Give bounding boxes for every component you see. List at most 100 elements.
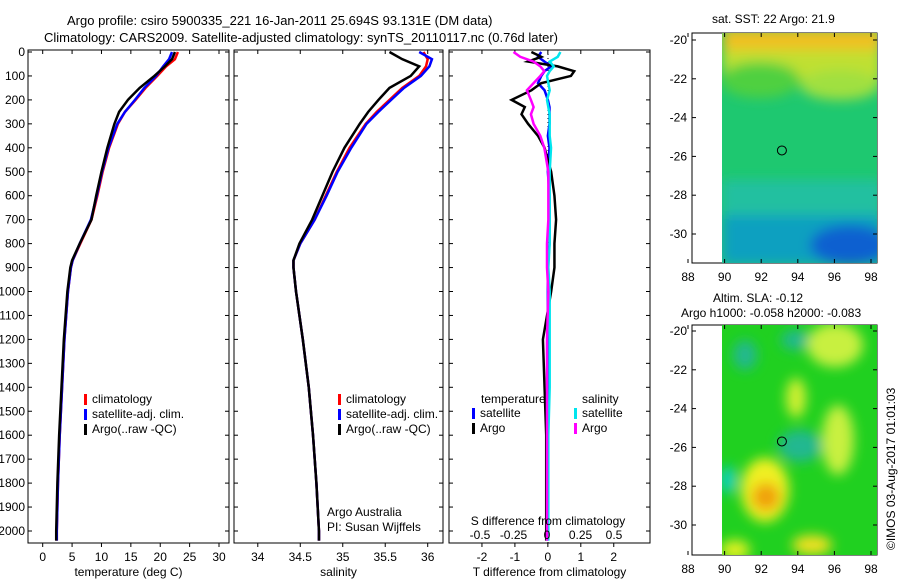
legend-title: temperature: [481, 392, 546, 406]
legend-label: Argo: [582, 421, 608, 435]
y-tick-label: 1400: [0, 380, 25, 394]
x2-tick-label: 0: [544, 528, 551, 542]
legend-swatch: [84, 424, 87, 435]
lat-tick-label: -26: [670, 149, 688, 163]
y-tick-label: 300: [5, 117, 25, 131]
x-tick-label: 0: [39, 550, 46, 564]
argo-location-marker: [776, 436, 787, 447]
lat-tick-label: -30: [670, 518, 688, 532]
y-tick-label: 1200: [0, 332, 25, 346]
x-tick-label: 0: [545, 550, 552, 564]
temperature-line-2: [54, 51, 177, 541]
lon-tick-label: 90: [718, 562, 732, 576]
legend-swatch: [472, 423, 475, 434]
y-tick-label: 200: [5, 93, 25, 107]
legend-swatch: [338, 424, 341, 435]
plot-frame: [233, 49, 444, 544]
title-line-1: Argo profile: csiro 5900335_221 16-Jan-2…: [67, 13, 493, 28]
legend-swatch: [84, 409, 87, 420]
y-tick-label: 500: [5, 165, 25, 179]
lat-tick-label: -22: [670, 363, 688, 377]
legend-label: satellite: [480, 406, 521, 420]
legend-label: climatology: [346, 392, 406, 406]
lon-tick-label: 92: [755, 270, 769, 284]
argo-location-marker: [776, 145, 787, 156]
legend-label: satellite: [582, 406, 623, 420]
sla-map-title-2: Argo h1000: -0.058 h2000: -0.083: [681, 306, 862, 320]
legend-title: salinity: [582, 392, 619, 406]
lon-tick-label: 88: [681, 562, 695, 576]
legend-label: Argo: [480, 421, 506, 435]
x2-axis-label: S difference from climatology: [471, 514, 626, 528]
lon-tick-label: 92: [755, 562, 769, 576]
x-axis-label: temperature (deg C): [74, 565, 182, 579]
x-tick-label: 15: [124, 550, 138, 564]
legend-swatch: [574, 423, 577, 434]
title-line-2: Climatology: CARS2009. Satellite-adjuste…: [44, 30, 559, 45]
y-tick-label: 1600: [0, 428, 25, 442]
legend-swatch: [338, 409, 341, 420]
x2-tick-label: 0.25: [569, 528, 593, 542]
legend-swatch: [338, 394, 341, 405]
x-tick-label: 36: [421, 550, 435, 564]
legend-label: satellite-adj. clim.: [92, 407, 184, 421]
legend-swatch: [472, 408, 475, 419]
plot-frame: [27, 49, 230, 544]
x-tick-label: 35.5: [374, 550, 398, 564]
lon-tick-label: 88: [681, 270, 695, 284]
lon-tick-label: 96: [828, 562, 842, 576]
y-tick-label: 900: [5, 261, 25, 275]
annotation-line: Argo Australia: [327, 505, 402, 519]
x-tick-label: 2: [610, 550, 617, 564]
legend-label: climatology: [92, 392, 152, 406]
x-axis-label: T difference from climatology: [473, 565, 627, 579]
x-tick-label: -2: [477, 550, 488, 564]
y-tick-label: 100: [5, 69, 25, 83]
lat-tick-label: -22: [670, 72, 688, 86]
sst-map: [691, 32, 878, 264]
legend-swatch: [84, 394, 87, 405]
annotation-line: PI: Susan Wijffels: [327, 520, 421, 534]
salinity-line-2: [292, 50, 422, 541]
legend-label: satellite-adj. clim.: [346, 407, 438, 421]
y-tick-label: 2000: [0, 524, 25, 538]
sla-map: [691, 324, 878, 556]
lon-tick-label: 90: [718, 270, 732, 284]
imos-credit: ©IMOS 03-Aug-2017 01:01:03: [884, 387, 898, 550]
lat-tick-label: -20: [670, 324, 688, 338]
legend-label: Argo(..raw -QC): [346, 422, 431, 436]
lon-tick-label: 98: [864, 270, 878, 284]
difference-line-3: [512, 50, 550, 541]
x-tick-label: -1: [510, 550, 521, 564]
lat-tick-label: -28: [670, 188, 688, 202]
x-tick-label: 1: [577, 550, 584, 564]
y-tick-label: 1500: [0, 404, 25, 418]
y-tick-label: 1900: [0, 500, 25, 514]
salinity-panel: 34 34.5 35 35.5 36 salinity climatologysatelli…: [233, 49, 444, 579]
lat-tick-label: -30: [670, 227, 688, 241]
lat-tick-label: -28: [670, 479, 688, 493]
x-tick-label: 25: [183, 550, 197, 564]
y-tick-label: 1800: [0, 476, 25, 490]
difference-panel: -2 -1 0 1 2T difference from climatology -0.5…: [448, 49, 651, 579]
lat-tick-label: -20: [670, 33, 688, 47]
x-tick-label: 35: [336, 550, 350, 564]
salinity-line-0: [292, 51, 430, 541]
x-tick-label: 34: [251, 550, 265, 564]
difference-line-1: [508, 50, 577, 541]
legend-swatch: [574, 408, 577, 419]
lat-tick-label: -24: [670, 402, 688, 416]
x2-tick-label: -0.25: [500, 528, 528, 542]
x2-tick-label: -0.5: [470, 528, 491, 542]
x2-tick-label: 0.5: [606, 528, 623, 542]
sst-map-title: sat. SST: 22 Argo: 21.9: [712, 12, 835, 26]
temperature-panel: 0100200300400500600700800900100011001200…: [0, 45, 230, 579]
lat-tick-label: -24: [670, 111, 688, 125]
x-tick-label: 10: [95, 550, 109, 564]
x-tick-label: 5: [69, 550, 76, 564]
lon-tick-label: 94: [791, 270, 805, 284]
y-tick-label: 1100: [0, 308, 25, 322]
plot-frame: [448, 49, 651, 544]
